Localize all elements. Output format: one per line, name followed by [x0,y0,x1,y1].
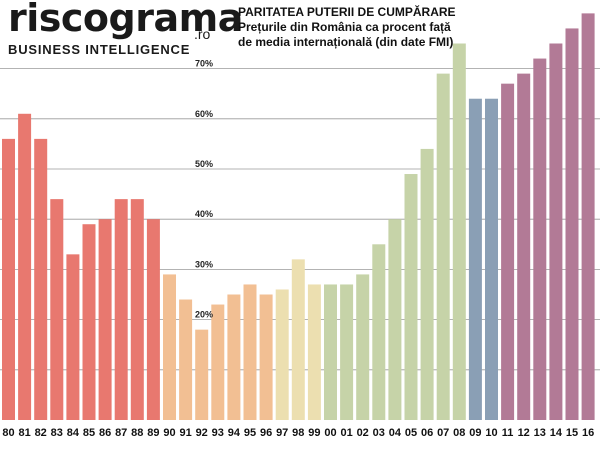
bar-15 [565,28,579,420]
x-tick-label-12: 12 [518,427,530,439]
x-tick-label-09: 09 [469,427,481,439]
bar-02 [356,274,370,420]
x-tick-label-97: 97 [276,427,288,439]
bar-09 [468,98,482,420]
bar-08 [452,43,466,420]
x-tick-label-01: 01 [340,427,352,439]
bar-93 [211,304,225,420]
bar-11 [501,83,515,420]
x-tick-label-89: 89 [147,427,159,439]
bar-13 [533,58,547,421]
bar-06 [420,148,434,421]
x-tick-label-84: 84 [67,427,80,439]
x-tick-label-90: 90 [163,427,175,439]
x-tick-label-08: 08 [453,427,465,439]
logo-tagline: BUSINESS INTELLIGENCE [8,42,191,57]
bar-95 [243,284,257,420]
x-tick-label-98: 98 [292,427,304,439]
bar-92 [195,329,209,420]
bar-80 [2,138,15,420]
x-tick-label-96: 96 [260,427,272,439]
bar-98 [291,259,305,420]
logo-brand: riscograma [8,0,243,40]
bar-01 [340,284,354,420]
bar-99 [307,284,321,420]
bar-84 [66,254,80,420]
y-tick-label-20: 20% [195,310,213,320]
x-tick-label-06: 06 [421,427,433,439]
bar-90 [163,274,176,420]
x-tick-label-99: 99 [308,427,320,439]
chart-subtitle-line-1: Prețurile din România ca procent față [238,20,451,34]
bar-96 [259,294,273,420]
x-tick-label-15: 15 [566,427,578,439]
bar-91 [179,299,193,420]
bar-97 [275,289,289,420]
x-tick-label-10: 10 [485,427,497,439]
bar-12 [517,73,531,421]
bar-07 [436,73,450,421]
bar-05 [404,174,418,420]
bar-89 [146,219,160,420]
x-tick-label-82: 82 [35,427,47,439]
bar-94 [227,294,241,420]
chart-subtitle-line-2: de media internațională (din date FMI) [238,35,454,49]
bars [2,13,595,421]
logo-tld: .ro [194,26,211,42]
logo: riscograma .ro BUSINESS INTELLIGENCE [4,0,243,60]
x-tick-label-00: 00 [324,427,336,439]
x-tick-label-83: 83 [51,427,63,439]
bar-04 [388,219,402,420]
x-tick-label-14: 14 [550,427,563,439]
x-tick-labels: 80 81 82 83 84 85 86 87 88 89 90 91 92 93 94 95 96 97 98 99… [2,427,594,439]
x-tick-label-05: 05 [405,427,417,439]
bar-83 [50,199,64,420]
y-tick-label-40: 40% [195,209,213,219]
bar-81 [18,113,32,420]
x-tick-label-04: 04 [389,427,402,439]
x-tick-label-85: 85 [83,427,95,439]
y-tick-label-70: 70% [195,59,213,69]
x-tick-label-93: 93 [212,427,224,439]
y-tick-labels: 20% 30% 40% 50% 60% 70% [195,59,213,320]
x-tick-label-16: 16 [582,427,594,439]
x-tick-label-81: 81 [18,427,30,439]
x-tick-label-11: 11 [502,427,514,439]
bar-03 [372,244,386,420]
x-tick-label-02: 02 [357,427,369,439]
bar-16 [581,13,595,420]
x-tick-label-13: 13 [534,427,546,439]
x-tick-label-07: 07 [437,427,449,439]
x-tick-label-87: 87 [115,427,127,439]
x-tick-label-92: 92 [196,427,208,439]
bar-10 [485,98,498,420]
bar-86 [98,219,112,420]
chart-title: PARITATEA PUTERII DE CUMPĂRARE [238,5,456,19]
x-tick-label-03: 03 [373,427,385,439]
x-tick-label-95: 95 [244,427,256,439]
bar-00 [324,284,337,420]
bar-87 [114,199,128,420]
x-tick-label-86: 86 [99,427,111,439]
bar-88 [130,199,144,420]
bar-85 [82,224,96,420]
x-tick-label-80: 80 [2,427,14,439]
x-tick-label-94: 94 [228,427,241,439]
y-tick-label-30: 30% [195,259,213,269]
y-tick-label-50: 50% [195,159,213,169]
bar-14 [549,43,563,420]
y-tick-label-60: 60% [195,109,213,119]
bar-82 [34,138,48,420]
x-tick-label-88: 88 [131,427,143,439]
x-tick-label-91: 91 [179,427,191,439]
